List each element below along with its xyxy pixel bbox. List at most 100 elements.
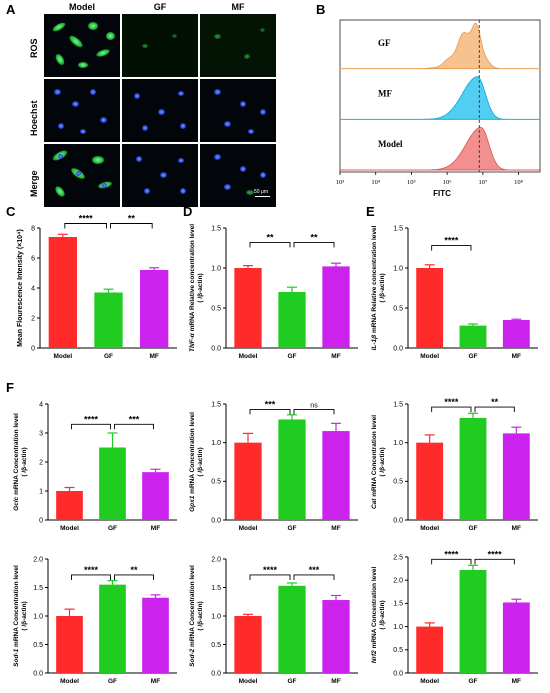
bar-model	[56, 491, 83, 520]
x-tick-label: GF	[108, 678, 117, 685]
row-label-hoechst: Hoechst	[29, 100, 39, 136]
significance-bracket	[249, 574, 291, 580]
panel-label-a: A	[6, 2, 16, 17]
significance-label: ****	[79, 214, 94, 224]
bar-model	[416, 626, 444, 673]
micrograph-merge-gf	[122, 144, 198, 207]
y-tick-label: 2.0	[211, 556, 221, 563]
bar-chart-f1: Gclc mRNA Concentration level( /β-actin)…	[13, 401, 177, 532]
bar-chart-f4: Sod-1 mRNA Concentration level( /β-actin…	[13, 556, 177, 685]
y-tick-label: 8	[31, 225, 35, 232]
micrograph-ros-model	[44, 14, 120, 77]
x-tick-label: GF	[468, 678, 477, 685]
bar-gf	[278, 419, 306, 520]
significance-bracket	[474, 558, 515, 565]
y-tick-label: 2.5	[393, 554, 403, 561]
bar-mf	[502, 320, 530, 348]
y-tick-label: 2.0	[393, 578, 403, 585]
x-tick-label: Model	[60, 525, 79, 532]
significance-bracket	[249, 241, 291, 248]
row-label-merge: Merge	[29, 170, 39, 197]
y-axis-label-line2: ( /β-actin)	[379, 447, 386, 476]
significance-bracket	[431, 406, 472, 413]
track-label: Model	[378, 139, 403, 149]
y-axis-label-line2: ( /β-actin)	[379, 600, 386, 629]
y-tick-label: 0.5	[393, 479, 403, 486]
significance-label: **	[310, 232, 318, 242]
y-tick-label: 2	[39, 459, 43, 466]
bar-model	[234, 442, 262, 520]
bar-mf	[142, 472, 169, 520]
bar-chart-f3: Cat mRNA Concentration level( /β-actin) 0…	[371, 397, 538, 532]
panel-label-e: E	[366, 204, 375, 219]
y-axis-label: Mean Flourescence Intensity (×10⁴)	[17, 229, 24, 347]
y-tick-label: 1.0	[393, 624, 403, 631]
y-tick-label: 0.5	[393, 305, 403, 312]
bar-gf	[459, 569, 487, 673]
x-tick-label: MF	[512, 525, 521, 532]
y-axis-label-line2: ( /β-actin)	[197, 273, 204, 302]
x-tick-label: MF	[331, 525, 340, 532]
bar-gf	[278, 585, 306, 673]
x-tick-label: 10⁴	[371, 179, 381, 186]
x-tick-label: 10³	[336, 179, 345, 186]
bar-gf	[99, 584, 126, 673]
y-tick-label: 1.5	[393, 401, 403, 408]
x-tick-label: Model	[239, 353, 258, 360]
bar-model	[234, 268, 262, 348]
y-tick-label: 4	[39, 401, 43, 408]
y-axis-label-line2: ( /β-actin)	[197, 447, 204, 476]
bar-gf	[278, 292, 306, 348]
histogram-gf	[339, 22, 541, 70]
x-tick-label: Model	[53, 353, 72, 360]
bar-model	[416, 268, 444, 348]
x-tick-label: 10⁷	[478, 179, 487, 186]
significance-bracket	[293, 241, 335, 248]
bar-mf	[142, 597, 169, 673]
y-tick-label: 1.5	[211, 401, 221, 408]
significance-label: **	[130, 565, 138, 575]
significance-label: ****	[444, 397, 459, 407]
significance-label: ***	[129, 414, 140, 424]
significance-label: **	[491, 397, 499, 407]
x-tick-label: MF	[512, 678, 521, 685]
y-tick-label: 0.5	[211, 642, 221, 649]
significance-bracket	[431, 245, 472, 251]
histogram-mf	[339, 76, 541, 120]
y-tick-label: 2	[31, 315, 35, 322]
y-axis-label: Nrf2 mRNA Concentration level	[371, 567, 378, 664]
x-tick-label: Model	[420, 678, 439, 685]
panel-label-d: D	[183, 204, 193, 219]
micrograph-merge-mf: 50 μm	[200, 144, 276, 207]
panel-label-b: B	[316, 2, 326, 17]
x-tick-label: Model	[420, 353, 439, 360]
track-label: GF	[378, 38, 391, 48]
x-tick-label: GF	[287, 678, 296, 685]
track-label: MF	[378, 89, 392, 99]
bar-gf	[459, 325, 487, 348]
significance-bracket	[71, 423, 111, 430]
x-tick-label: GF	[287, 353, 296, 360]
bar-model	[48, 237, 77, 348]
y-tick-label: 0.0	[393, 517, 403, 524]
y-tick-label: 0.0	[393, 670, 403, 677]
y-tick-label: 1.0	[393, 265, 403, 272]
y-tick-label: 0.5	[393, 647, 403, 654]
micrograph-hoechst-gf	[122, 79, 198, 142]
y-axis-label: IL-1β mRNA Relative concentration level	[371, 225, 378, 350]
y-tick-label: 1.5	[393, 225, 403, 232]
y-tick-label: 4	[31, 285, 35, 292]
y-tick-label: 0.0	[33, 670, 43, 677]
x-tick-label: 10⁶	[443, 179, 452, 186]
significance-label: **	[266, 232, 274, 242]
significance-bracket	[71, 574, 111, 580]
column-label-model: Model	[69, 2, 95, 12]
y-axis-label-line2: ( /β-actin)	[21, 601, 28, 630]
y-tick-label: 2.0	[33, 556, 43, 563]
y-axis-label: Sod-2 mRNA Concentration level	[189, 565, 196, 667]
significance-bracket	[114, 423, 154, 430]
x-tick-label: Model	[420, 525, 439, 532]
x-tick-label: Model	[239, 525, 258, 532]
y-tick-label: 0.0	[211, 670, 221, 677]
